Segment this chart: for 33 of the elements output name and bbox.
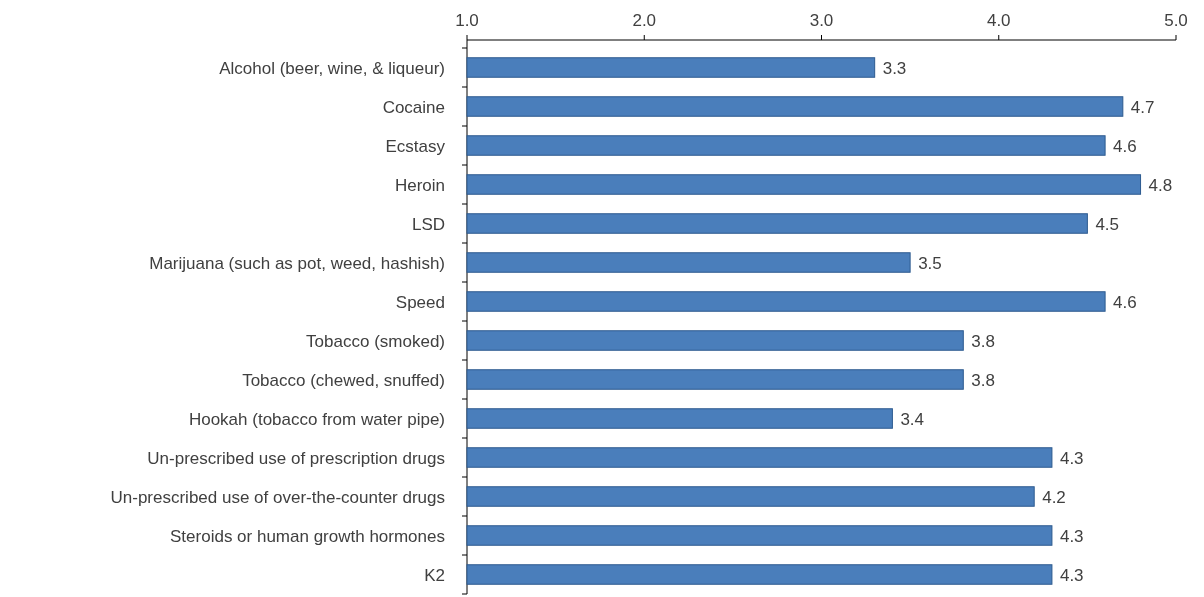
y-tick-label: Marijuana (such as pot, weed, hashish) bbox=[149, 253, 445, 273]
y-tick-label: Speed bbox=[395, 292, 445, 312]
data-label: 4.7 bbox=[1130, 97, 1155, 117]
data-label: 4.6 bbox=[1113, 136, 1137, 156]
x-tick-label: 3.0 bbox=[809, 11, 834, 30]
y-tick-label: Tobacco (chewed, snuffed) bbox=[242, 370, 445, 390]
data-label: 4.3 bbox=[1059, 526, 1084, 546]
data-label: 3.3 bbox=[882, 58, 907, 78]
y-tick-label: Un-prescribed use of prescription drugs bbox=[147, 448, 445, 468]
data-label: 3.8 bbox=[971, 331, 995, 351]
data-label: 4.6 bbox=[1113, 292, 1137, 312]
y-tick-label: Un-prescribed use of over-the-counter drugs bbox=[110, 487, 445, 507]
y-tick-label: LSD bbox=[411, 214, 445, 234]
y-tick-label: Alcohol (beer, wine, & liqueur) bbox=[219, 58, 445, 78]
data-label: 3.4 bbox=[900, 409, 925, 429]
data-label: 3.8 bbox=[971, 370, 995, 390]
x-tick-label: 5.0 bbox=[1164, 11, 1188, 30]
data-label: 4.3 bbox=[1059, 448, 1084, 468]
data-label: 4.2 bbox=[1042, 487, 1066, 507]
x-tick-label: 4.0 bbox=[986, 11, 1011, 30]
y-tick-label: Ecstasy bbox=[385, 136, 446, 156]
data-label: 3.5 bbox=[918, 253, 942, 273]
y-tick-label: K2 bbox=[424, 565, 445, 585]
y-tick-label: Steroids or human growth hormones bbox=[170, 526, 445, 546]
y-tick-label: Cocaine bbox=[382, 97, 445, 117]
x-tick-label: 1.0 bbox=[455, 11, 479, 30]
data-label: 4.8 bbox=[1148, 175, 1173, 195]
data-label: 4.5 bbox=[1095, 214, 1120, 234]
data-label: 4.3 bbox=[1059, 565, 1084, 585]
y-tick-label: Tobacco (smoked) bbox=[306, 331, 445, 351]
x-tick-label: 2.0 bbox=[632, 11, 657, 30]
y-tick-label: Hookah (tobacco from water pipe) bbox=[188, 409, 445, 429]
y-tick-label: Heroin bbox=[394, 175, 445, 195]
